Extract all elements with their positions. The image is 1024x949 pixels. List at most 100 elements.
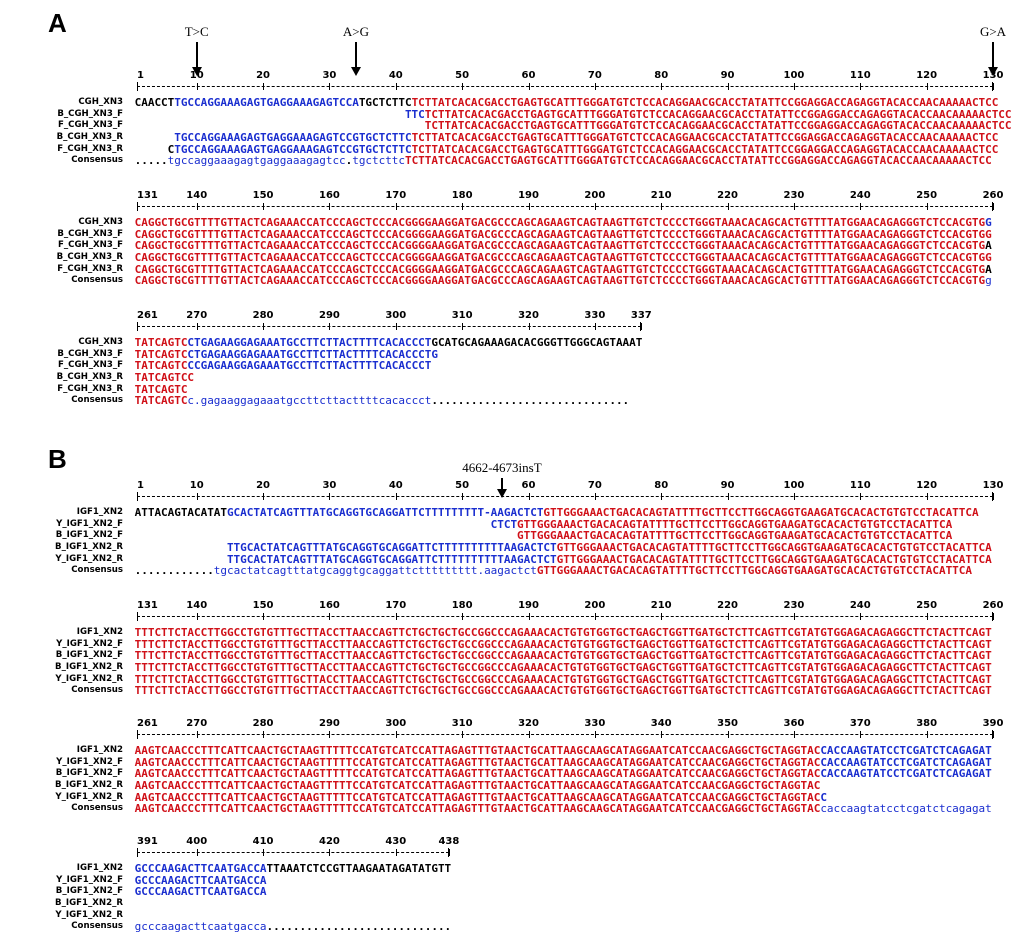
alignment-row: F_CGH_XN3_F CAGGCTGCGTTTTGTTACTCAGAAACCAT… [0, 240, 1024, 252]
ruler-tick [594, 613, 596, 620]
sequence-name: IGF1_XN2 [76, 627, 123, 637]
mutation-annotation: 4662-4673insT [462, 460, 542, 475]
tick-label: 110 [849, 480, 871, 491]
alignment-row: B_IGF1_XN2_F TTTCTTCTACCTTGGCCTGTGTTTGCTT… [0, 650, 1024, 662]
tick-label: 1 [137, 70, 144, 81]
ruler-tick [594, 323, 596, 330]
ruler-end [992, 730, 993, 739]
ruler-tick [329, 849, 331, 856]
alignment-row: Consensus CAGGCTGCGTTTTGTTACTCAGAAACCATCC… [0, 275, 1024, 287]
alignment-row: B_IGF1_XN2_R TTGCACTATCAGTTTATGCAGGTGCAG… [0, 542, 1024, 554]
sequence-segment: TATCAGTC [134, 347, 188, 361]
sequence-segment: TATCAGTCC [134, 371, 195, 385]
tick-label: 230 [783, 600, 805, 611]
sequence-name: Y_IGF1_XN2_R [55, 553, 123, 564]
sequence-segment: CAGGCTGCGTTTTGTTACTCAGAAACCATCCCAGCTCCCA… [134, 274, 986, 288]
sequence-segment: tgcactatcagtttatgcaggtgcaggattcttttttttt… [213, 564, 485, 578]
sequence-name: Y_IGF1_XN2_F [56, 638, 123, 649]
sequence-name: F_CGH_XN3_F [58, 240, 123, 251]
tick-label: 390 [982, 718, 1004, 729]
sequence-segment: CACCAAGTATCCTCGATCTCAGAGAT [820, 755, 992, 769]
tick-label: 240 [849, 190, 871, 201]
tick-label: 110 [849, 70, 871, 81]
ruler-tick [727, 613, 729, 620]
ruler-tick [329, 731, 331, 738]
sequence-name: Y_IGF1_XN2_R [55, 909, 123, 920]
alignment-row: Consensus ............tgcactatcagtttatgca… [0, 565, 1024, 577]
sequence-segment: C [134, 142, 175, 156]
tick-label: 260 [982, 190, 1004, 201]
tick-label: 210 [650, 600, 672, 611]
ruler-tick [196, 493, 198, 500]
tick-label: 90 [720, 480, 735, 491]
tick-label: 130 [982, 70, 1004, 81]
ruler-tick [462, 613, 464, 620]
sequence-name: F_CGH_XN3_R [57, 383, 123, 394]
ruler-end [137, 202, 138, 211]
sequence-name: B_IGF1_XN2_F [55, 530, 123, 541]
ruler-end [992, 492, 993, 501]
ruler-tick [528, 493, 530, 500]
sequence-segment: CAACCT [134, 96, 175, 109]
tick-label: 280 [252, 718, 274, 729]
sequence: TATCAGTCCTGAGAAGGAGAAATGCCTTCTTACTTTTCAC… [135, 337, 643, 349]
sequence-segment: TCTTATCACACGACCTGAGTGCATTTGGGATGTCTCCACA… [424, 119, 1012, 133]
ruler-tick [594, 83, 596, 90]
sequence-segment: GTTGGGAAACTGACACAGTATTTTGCTTCCTTGGCAGGTG… [556, 541, 992, 555]
tick-label: 330 [584, 310, 606, 321]
tick-label: 180 [451, 190, 473, 201]
alignment-row: B_IGF1_XN2_F GTTGGGAAACTGACACAGTATTTTGCT… [0, 530, 1024, 542]
alignment-row: Y_IGF1_XN2_R [0, 910, 1024, 922]
ruler-tick [993, 613, 994, 620]
alignment-row: B_IGF1_XN2_F AAGTCAACCCTTTCATTCAACTGCTAAG… [0, 768, 1024, 780]
ruler-tick [860, 203, 862, 210]
alignment-row: Consensus .....tgccaggaaagagtgaggaaagagtc… [0, 155, 1024, 167]
sequence: ............tgcactatcagtttatgcaggtgcagga… [135, 565, 972, 577]
tick-label: 410 [252, 836, 274, 847]
position-ruler [137, 202, 994, 217]
position-ticks: 391 400 410 420 430 438 [137, 836, 459, 848]
tick-label: 100 [783, 70, 805, 81]
sequence-name: Y_IGF1_XN2_F [56, 874, 123, 885]
ruler-tick [860, 613, 862, 620]
sequence-segment: TCTTATCACACGACCTGAGTGCATTTGGGATGTCTCCACA… [411, 131, 999, 145]
tick-label: 330 [584, 718, 606, 729]
sequence-name: CGH_XN3 [78, 97, 123, 107]
position-ruler [137, 492, 994, 507]
ruler-end [137, 492, 138, 501]
ruler-tick [329, 613, 331, 620]
ruler-tick [462, 493, 464, 500]
sequence-segment: TTAAATCTCCGTTAAGAATAGATATGTT [266, 862, 452, 875]
sequence-segment: GTTGGGAAACTGACACAGTATTTTGCTTCCTTGGCAGGTG… [517, 529, 953, 543]
alignment-row: F_CGH_XN3_R TATCAGTC [0, 383, 1024, 396]
alignment-row: B_CGH_XN3_F TATCAGTCCTGAGAAGGAGAAATGCCTTC… [0, 347, 1024, 361]
tick-label: 370 [849, 718, 871, 729]
ruler-tick [395, 613, 397, 620]
position-ruler [137, 82, 994, 97]
tick-label: 30 [322, 480, 337, 491]
sequence-segment: tgctcttc [352, 154, 405, 168]
sequence: TTTCTTCTACCTTGGCCTGTGTTTGCTTACCTTAACCAGT… [134, 672, 992, 686]
sequence-segment: CAGGCTGCGTTTTGTTACTCAGAAACCATCCCAGCTCCCA… [134, 262, 986, 276]
tick-label: 380 [916, 718, 938, 729]
ruler-end [137, 730, 138, 739]
ruler-end [640, 322, 642, 331]
sequence-name: F_CGH_XN3_R [57, 143, 123, 154]
sequence: CAGGCTGCGTTTTGTTACTCAGAAACCATCCCAGCTCCCA… [135, 240, 992, 252]
sequence-segment: AAGTCAACCCTTTCATTCAACTGCTAAGTTTTTCCATGTC… [134, 744, 821, 757]
sequence-segment: TTTCTTCTACCTTGGCCTGTGTTTGCTTACCTTAACCAGT… [134, 626, 992, 639]
sequence-name: IGF1_XN2 [76, 863, 123, 873]
sequence-segment: TATCAGTC [134, 394, 188, 408]
alignment-row: Consensus AAGTCAACCCTTTCATTCAACTGCTAAGTTT… [0, 803, 1024, 815]
tick-label: 300 [385, 718, 407, 729]
sequence-segment: .............................. [431, 394, 630, 408]
position-ruler [137, 848, 450, 863]
ruler-tick [860, 493, 862, 500]
sequence-name: Consensus [71, 155, 123, 166]
sequence-name: IGF1_XN2 [76, 745, 123, 755]
sequence-segment: TTTCTTCTACCTTGGCCTGTGTTTGCTTACCTTAACCAGT… [134, 672, 992, 686]
sequence-segment: ............................ [266, 920, 452, 934]
sequence: ATTACAGTACATATGCACTATCAGTTTATGCAGGTGCAGG… [135, 507, 979, 519]
sequence: TCTTATCACACGACCTGAGTGCATTTGGGATGTCTCCACA… [135, 120, 1012, 132]
sequence: GTTGGGAAACTGACACAGTATTTTGCTTCCTTGGCAGGTG… [135, 530, 952, 542]
